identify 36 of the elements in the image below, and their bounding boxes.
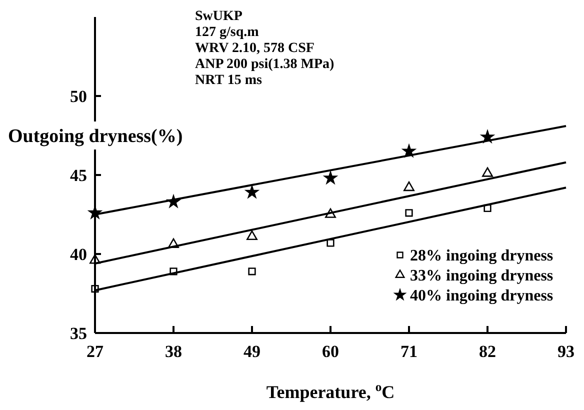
x-tick-label: 82 — [479, 342, 496, 361]
y-tick-label: 40 — [70, 244, 87, 264]
x-tick-label: 38 — [165, 342, 182, 361]
y-axis-title: Outgoing dryness(%) — [8, 126, 183, 148]
point — [90, 254, 100, 264]
point — [481, 130, 494, 143]
legend-label: 40% ingoing dryness — [410, 288, 554, 305]
annotation: SwUKP — [195, 9, 243, 24]
point — [248, 268, 256, 276]
legend-label: 28% ingoing dryness — [410, 248, 554, 265]
x-tick-label: 49 — [244, 342, 260, 361]
annotation: NRT 15 ms — [195, 73, 262, 88]
annotation: ANP 200 psi(1.38 MPa) — [195, 57, 335, 72]
legend-label: 33% ingoing dryness — [410, 268, 554, 285]
x-tick-label: 71 — [400, 342, 418, 361]
point — [324, 172, 337, 184]
point — [326, 239, 334, 247]
x-axis-title: Temperature, $^{o}$C — [266, 380, 395, 402]
y-tick-label: 50 — [70, 86, 87, 106]
point — [246, 230, 258, 240]
point — [482, 167, 493, 177]
x-tick-label: 60 — [322, 342, 339, 361]
point — [168, 238, 179, 248]
annotation: 127 g/sq.m — [195, 25, 260, 40]
x-tick-label: 27 — [86, 342, 104, 361]
point — [325, 208, 336, 218]
point — [91, 284, 99, 293]
point — [170, 268, 178, 276]
point — [484, 204, 492, 212]
point — [404, 181, 414, 192]
annotation: WRV 2.10, 578 CSF — [195, 41, 314, 56]
point — [405, 209, 413, 217]
x-tick-label: 93 — [558, 342, 574, 361]
y-tick-label: 45 — [70, 166, 87, 185]
point — [246, 186, 258, 198]
y-tick-label: 35 — [70, 324, 87, 343]
